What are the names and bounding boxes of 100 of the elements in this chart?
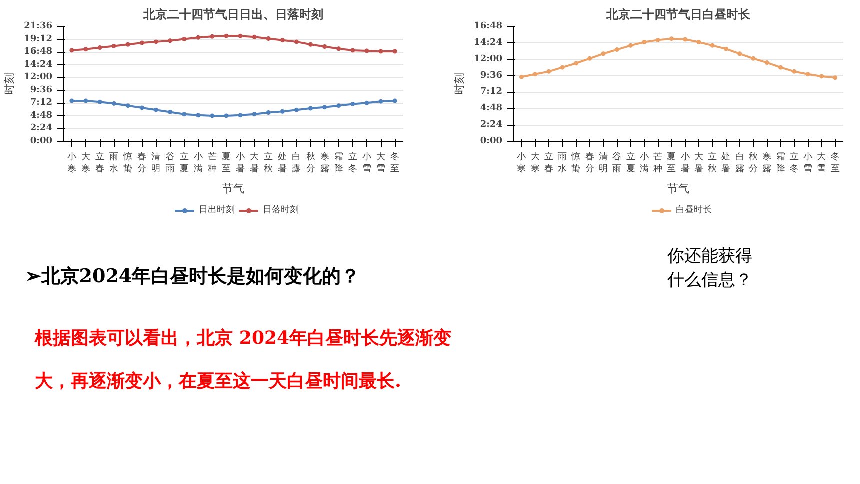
point <box>280 109 285 114</box>
x-tick-label: 霜降 <box>334 152 344 174</box>
point <box>126 104 130 108</box>
x-tick-label: 小暑 <box>680 152 690 174</box>
point <box>210 114 215 118</box>
x-tick-label: 大暑 <box>250 152 260 174</box>
point <box>710 43 715 48</box>
x-tick-label: 惊蛰 <box>122 152 133 174</box>
x-tick-label: 小寒 <box>517 152 526 174</box>
x-tick-label: 秋分 <box>749 152 758 174</box>
point <box>84 47 88 52</box>
x-tick-label: 秋分 <box>306 152 316 174</box>
x-tick-label: 立冬 <box>790 152 799 174</box>
x-tick-label: 立春 <box>544 152 554 174</box>
point <box>364 48 370 54</box>
x-tick-label: 芒种 <box>208 152 217 174</box>
point <box>112 44 116 48</box>
x-tick-label: 夏至 <box>222 152 231 174</box>
point <box>210 34 215 39</box>
point <box>778 65 784 70</box>
point <box>168 38 173 44</box>
point <box>112 101 116 106</box>
x-tick-label: 大寒 <box>530 152 540 174</box>
point <box>588 56 592 61</box>
x-tick-label: 立春 <box>96 152 105 174</box>
x-tick-label: 清明 <box>152 152 161 174</box>
chart-title: 北京二十四节气日日出、日落时刻 <box>142 8 324 22</box>
point <box>266 36 271 41</box>
point <box>738 52 742 56</box>
x-tick-label: 芒种 <box>654 152 663 174</box>
point <box>833 76 838 80</box>
x-tick-label: 大寒 <box>81 152 90 174</box>
x-tick-label: 处暑 <box>278 152 288 174</box>
y-tick-label: 16:48 <box>474 22 503 32</box>
x-tick-label: 冬至 <box>390 152 400 174</box>
x-tick-label: 小雪 <box>362 152 372 174</box>
x-tick-label: 清明 <box>599 152 608 174</box>
point <box>669 36 674 42</box>
x-tick-label: 大暑 <box>694 152 704 174</box>
x-tick-label: 处暑 <box>722 152 731 174</box>
point <box>656 38 660 42</box>
point <box>724 46 728 52</box>
y-tick-label: 4:48 <box>480 104 502 114</box>
point <box>196 113 201 118</box>
point <box>322 44 328 49</box>
point <box>392 98 398 104</box>
y-tick-label: 16:48 <box>24 47 53 58</box>
x-tick-label: 白露 <box>292 152 302 174</box>
point <box>84 98 88 104</box>
point <box>336 46 342 52</box>
point <box>182 112 187 117</box>
x-tick-label: 寒露 <box>762 152 772 174</box>
x-tick-label: 小满 <box>640 152 649 174</box>
point <box>628 43 634 48</box>
point <box>98 100 102 104</box>
y-tick-label: 9:36 <box>30 85 52 96</box>
point <box>392 49 398 54</box>
point <box>642 40 647 44</box>
point <box>70 48 74 53</box>
point <box>294 40 299 44</box>
y-tick-label: 21:36 <box>24 22 53 32</box>
point <box>294 108 299 112</box>
x-tick-label: 雨水 <box>558 152 568 174</box>
x-tick-label: 立秋 <box>264 152 274 174</box>
point <box>168 110 173 114</box>
x-tick-label: 立秋 <box>708 152 718 174</box>
point <box>238 113 243 118</box>
point <box>350 48 356 53</box>
point <box>154 108 158 112</box>
point <box>751 56 756 61</box>
point <box>224 34 229 38</box>
point <box>182 37 187 42</box>
point <box>280 38 285 43</box>
point <box>224 114 229 118</box>
point <box>336 104 342 108</box>
legend-label: 日落时刻 <box>263 204 299 216</box>
x-tick-label: 立夏 <box>180 152 189 174</box>
point <box>614 48 620 52</box>
point <box>546 69 552 74</box>
point <box>98 46 102 50</box>
point <box>266 110 271 115</box>
x-axis-title: 节气 <box>668 182 690 196</box>
y-tick-label: 14:24 <box>24 60 53 70</box>
point <box>792 69 797 74</box>
point <box>806 72 810 77</box>
y-tick-label: 12:00 <box>474 54 503 64</box>
y-tick-label: 9:36 <box>480 70 502 81</box>
y-tick-label: 12:00 <box>24 72 53 83</box>
legend-label: 白昼时长 <box>676 204 712 216</box>
x-tick-label: 春分 <box>138 152 147 174</box>
x-tick-label: 小满 <box>194 152 203 174</box>
text: ➢北京2024年白昼时长是如何变化的？ <box>25 266 360 288</box>
y-tick-label: 4:48 <box>30 110 52 121</box>
point <box>764 60 770 66</box>
point <box>140 40 144 46</box>
text: 你还能获得什么信息？ <box>666 246 753 291</box>
x-tick-label: 立夏 <box>626 152 636 174</box>
point <box>196 35 201 40</box>
point <box>154 40 158 44</box>
point <box>308 42 314 47</box>
